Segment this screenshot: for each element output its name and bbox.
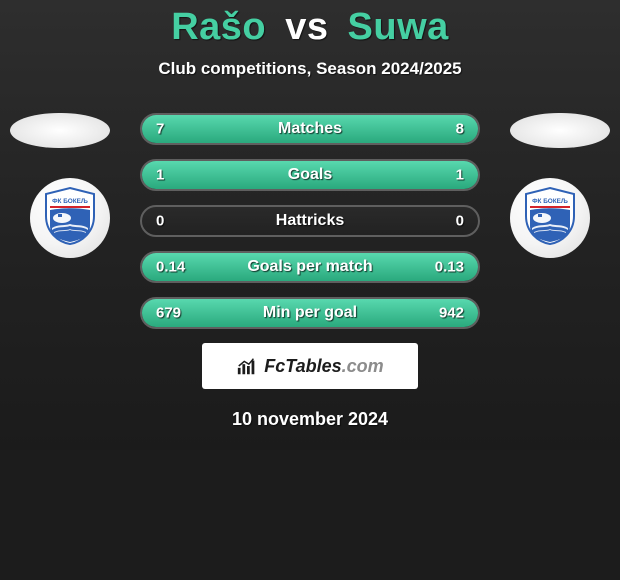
stat-bar-right <box>310 161 478 189</box>
stat-right-value: 942 <box>439 305 464 322</box>
badge-text: ФК БОКЕЉ <box>532 198 568 205</box>
brand-name: FcTables <box>264 356 341 376</box>
stat-right-value: 0 <box>456 213 464 230</box>
player1-avatar <box>10 113 110 148</box>
subtitle: Club competitions, Season 2024/2025 <box>0 59 620 79</box>
badge-text: ФК БОКЕЉ <box>52 198 88 205</box>
stat-row: 0.14 Goals per match 0.13 <box>140 251 480 283</box>
stat-bar-left <box>142 161 310 189</box>
vs-label: vs <box>285 6 328 48</box>
player1-club-badge: ФК БОКЕЉ <box>20 178 120 258</box>
stat-row: 7 Matches 8 <box>140 113 480 145</box>
comparison-content: ФК БОКЕЉ ФК БОКЕЉ <box>0 113 620 430</box>
stat-row: 679 Min per goal 942 <box>140 297 480 329</box>
stat-right-value: 8 <box>456 121 464 138</box>
stat-right-value: 0.13 <box>435 259 464 276</box>
stat-left-value: 0.14 <box>156 259 185 276</box>
player2-name: Suwa <box>348 6 449 48</box>
stat-label: Min per goal <box>263 304 357 322</box>
stat-right-value: 1 <box>456 167 464 184</box>
stat-left-value: 7 <box>156 121 164 138</box>
stat-left-value: 0 <box>156 213 164 230</box>
stat-row: 0 Hattricks 0 <box>140 205 480 237</box>
brand-text: FcTables.com <box>264 356 383 377</box>
player2-club-badge: ФК БОКЕЉ <box>500 178 600 258</box>
brand-suffix: .com <box>342 356 384 376</box>
page-title: Rašo vs Suwa <box>0 0 620 49</box>
stat-label: Hattricks <box>276 212 344 230</box>
stat-row: 1 Goals 1 <box>140 159 480 191</box>
stat-label: Matches <box>278 120 342 138</box>
stat-left-value: 679 <box>156 305 181 322</box>
player1-name: Rašo <box>171 6 266 48</box>
player2-avatar <box>510 113 610 148</box>
stat-label: Goals per match <box>247 258 372 276</box>
stat-left-value: 1 <box>156 167 164 184</box>
brand-badge: FcTables.com <box>202 343 418 389</box>
shield-icon: ФК БОКЕЉ <box>42 186 98 246</box>
chart-icon <box>236 355 258 377</box>
date-label: 10 november 2024 <box>0 409 620 430</box>
stat-rows: 7 Matches 8 1 Goals 1 0 Hattricks 0 0.14… <box>140 113 480 329</box>
stat-bar-left <box>142 115 299 143</box>
shield-icon: ФК БОКЕЉ <box>522 186 578 246</box>
stat-label: Goals <box>288 166 332 184</box>
